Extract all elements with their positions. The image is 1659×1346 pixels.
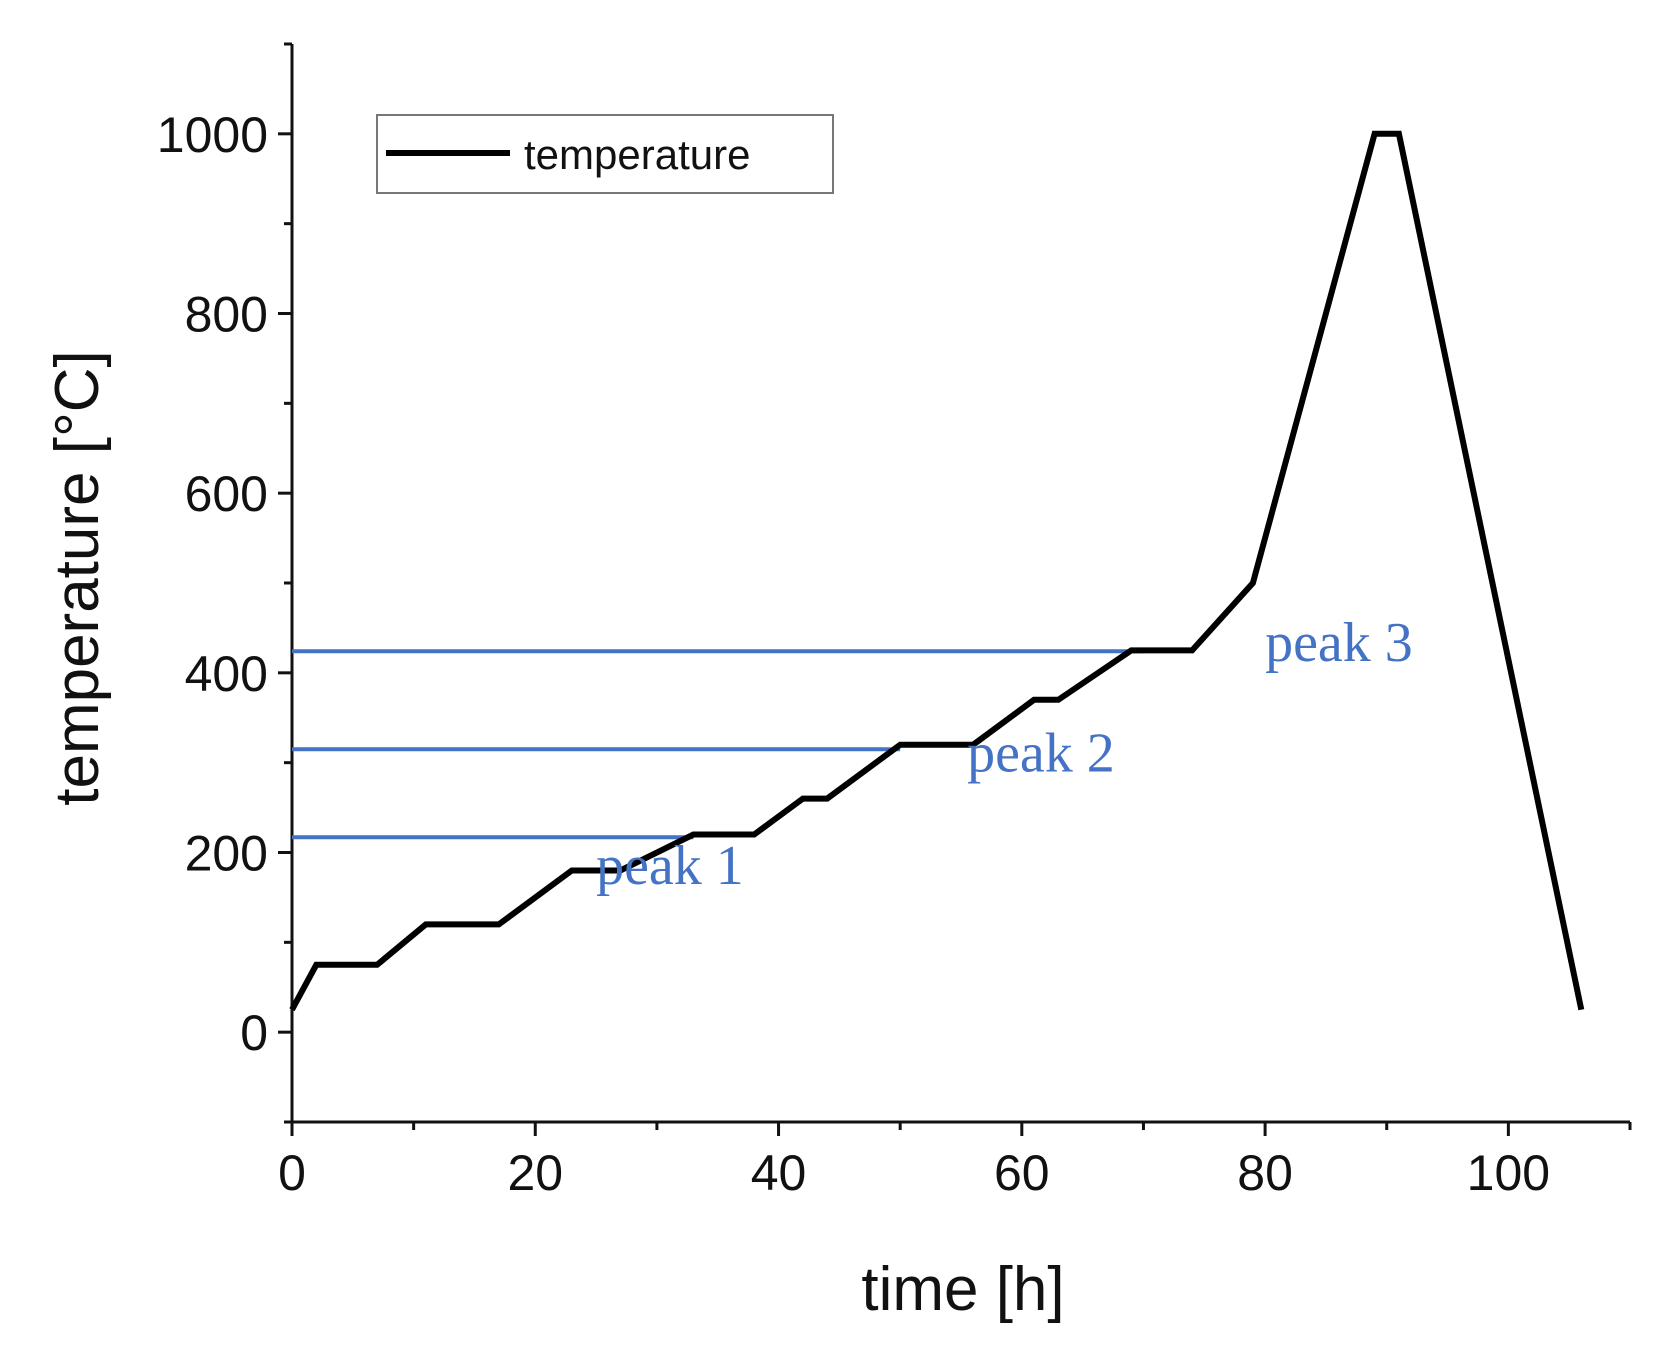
y-axis-label: temperature [°C] bbox=[43, 350, 112, 806]
y-tick-label: 800 bbox=[185, 287, 268, 343]
x-tick-label: 100 bbox=[1467, 1145, 1550, 1201]
x-tick-label: 80 bbox=[1237, 1145, 1293, 1201]
annotation-labels: peak 1 peak 2 peak 3 bbox=[596, 612, 1413, 897]
x-tick-label: 0 bbox=[278, 1145, 306, 1201]
series-group bbox=[289, 130, 1585, 1012]
annotation-label: peak 2 bbox=[967, 723, 1115, 785]
series-line-temperature bbox=[289, 130, 1585, 1012]
y-tick-label: 200 bbox=[185, 826, 268, 882]
y-tick-label: 1000 bbox=[157, 107, 268, 163]
axes bbox=[290, 44, 1630, 1124]
y-tick-label: 600 bbox=[185, 466, 268, 522]
legend-label: temperature bbox=[524, 131, 750, 178]
x-axis-label: time [h] bbox=[861, 1255, 1064, 1324]
x-tick-label: 20 bbox=[507, 1145, 563, 1201]
x-tick-label: 60 bbox=[994, 1145, 1050, 1201]
y-tick-label: 400 bbox=[185, 646, 268, 702]
annotation-lines bbox=[292, 649, 1144, 840]
annotation-label: peak 1 bbox=[596, 835, 744, 897]
annotation-label: peak 3 bbox=[1265, 612, 1413, 674]
legend: temperature bbox=[376, 114, 834, 194]
y-tick-label: 0 bbox=[240, 1005, 268, 1061]
x-tick-label: 40 bbox=[751, 1145, 807, 1201]
